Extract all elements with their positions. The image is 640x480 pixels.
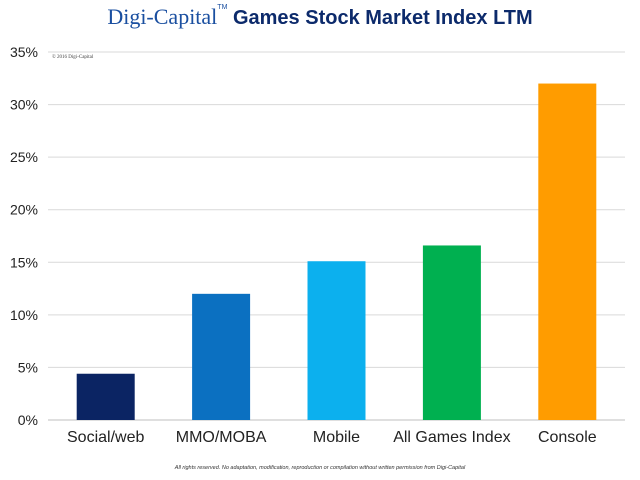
chart-title-text: Games Stock Market Index LTM bbox=[232, 7, 533, 29]
y-tick: 35% bbox=[10, 44, 38, 60]
y-tick-label: 30% bbox=[10, 97, 38, 113]
gridlines bbox=[48, 51, 625, 421]
y-tick: 30% bbox=[10, 97, 38, 113]
x-tick: Console bbox=[538, 429, 597, 446]
y-tick: 0% bbox=[18, 412, 38, 428]
copyright-note: © 2016 Digi-Capital bbox=[52, 55, 94, 60]
trademark-mark: TM bbox=[217, 4, 228, 11]
brand-name: Digi-Capital bbox=[107, 4, 218, 29]
x-tick-label: All Games Index bbox=[393, 429, 510, 446]
y-tick-label: 35% bbox=[10, 44, 38, 60]
bar-console bbox=[538, 83, 597, 421]
bar-social-web bbox=[76, 373, 135, 420]
x-tick: Mobile bbox=[313, 429, 360, 446]
bar-mmo-moba bbox=[192, 293, 251, 420]
y-tick: 20% bbox=[10, 202, 38, 218]
x-tick-label: MMO/MOBA bbox=[176, 429, 267, 446]
y-tick: 25% bbox=[10, 149, 38, 165]
y-tick-label: 5% bbox=[18, 359, 38, 375]
x-tick-label: Mobile bbox=[313, 429, 360, 446]
x-tick: Social/web bbox=[67, 429, 144, 446]
bar-mobile bbox=[307, 261, 366, 420]
chart-title: Digi-CapitalTM Games Stock Market Index … bbox=[0, 4, 640, 30]
x-tick-label: Social/web bbox=[67, 429, 144, 446]
footer-rights: All rights reserved. No adaptation, modi… bbox=[174, 465, 466, 471]
y-tick: 10% bbox=[10, 307, 38, 323]
x-axis: Social/web MMO/MOBA Mobile All Games Index C… bbox=[67, 429, 597, 446]
y-tick-label: 20% bbox=[10, 202, 38, 218]
bars bbox=[76, 83, 597, 421]
y-tick: 5% bbox=[18, 359, 38, 375]
y-axis: 0% 5% 10% 15% 20% 25% 30% 35% bbox=[10, 44, 38, 428]
y-tick: 15% bbox=[10, 254, 38, 270]
y-tick-label: 15% bbox=[10, 254, 38, 270]
bar-all-games-index bbox=[422, 245, 481, 420]
x-tick: MMO/MOBA bbox=[176, 429, 267, 446]
y-tick-label: 0% bbox=[18, 412, 38, 428]
x-tick-label: Console bbox=[538, 429, 597, 446]
y-tick-label: 10% bbox=[10, 307, 38, 323]
x-tick: All Games Index bbox=[393, 429, 510, 446]
y-tick-label: 25% bbox=[10, 149, 38, 165]
